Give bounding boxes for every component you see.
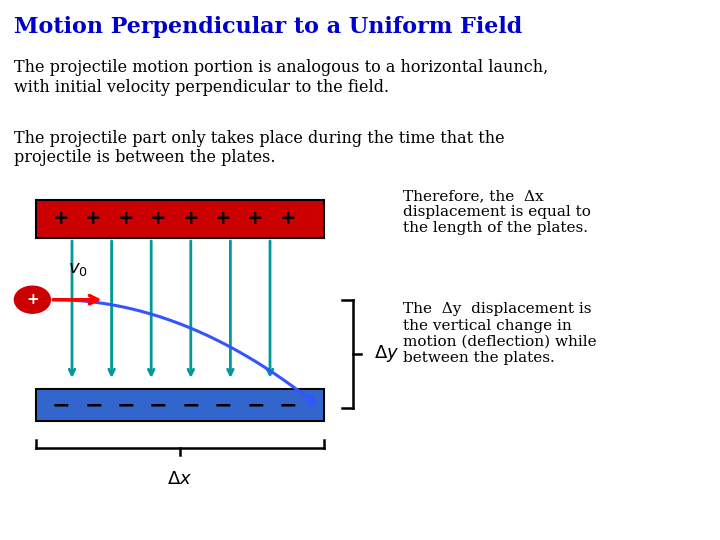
Text: −: −	[214, 395, 233, 415]
Text: Therefore, the  Δx
displacement is equal to
the length of the plates.: Therefore, the Δx displacement is equal …	[403, 189, 591, 235]
Text: +: +	[118, 209, 134, 228]
Text: $v_0$: $v_0$	[68, 260, 89, 278]
Text: −: −	[84, 395, 103, 415]
Text: −: −	[279, 395, 297, 415]
Text: +: +	[53, 209, 69, 228]
FancyBboxPatch shape	[36, 200, 324, 238]
Text: The  Δy  displacement is
the vertical change in
motion (deflection) while
betwee: The Δy displacement is the vertical chan…	[403, 302, 597, 365]
Text: +: +	[280, 209, 296, 228]
FancyBboxPatch shape	[36, 389, 324, 421]
Text: The projectile motion portion is analogous to a horizontal launch,
with initial : The projectile motion portion is analogo…	[14, 59, 549, 96]
Text: −: −	[246, 395, 265, 415]
Text: −: −	[117, 395, 135, 415]
Text: $\Delta x$: $\Delta x$	[168, 470, 192, 488]
Text: +: +	[26, 292, 39, 307]
Text: −: −	[52, 395, 71, 415]
Text: +: +	[150, 209, 166, 228]
Text: +: +	[215, 209, 231, 228]
Text: The projectile part only takes place during the time that the
projectile is betw: The projectile part only takes place dur…	[14, 130, 505, 166]
Text: Motion Perpendicular to a Uniform Field: Motion Perpendicular to a Uniform Field	[14, 16, 523, 38]
Text: $\Delta y$: $\Delta y$	[374, 343, 400, 364]
Text: −: −	[149, 395, 168, 415]
Text: +: +	[86, 209, 102, 228]
Text: +: +	[248, 209, 264, 228]
Text: +: +	[183, 209, 199, 228]
Text: −: −	[181, 395, 200, 415]
Circle shape	[14, 286, 50, 313]
